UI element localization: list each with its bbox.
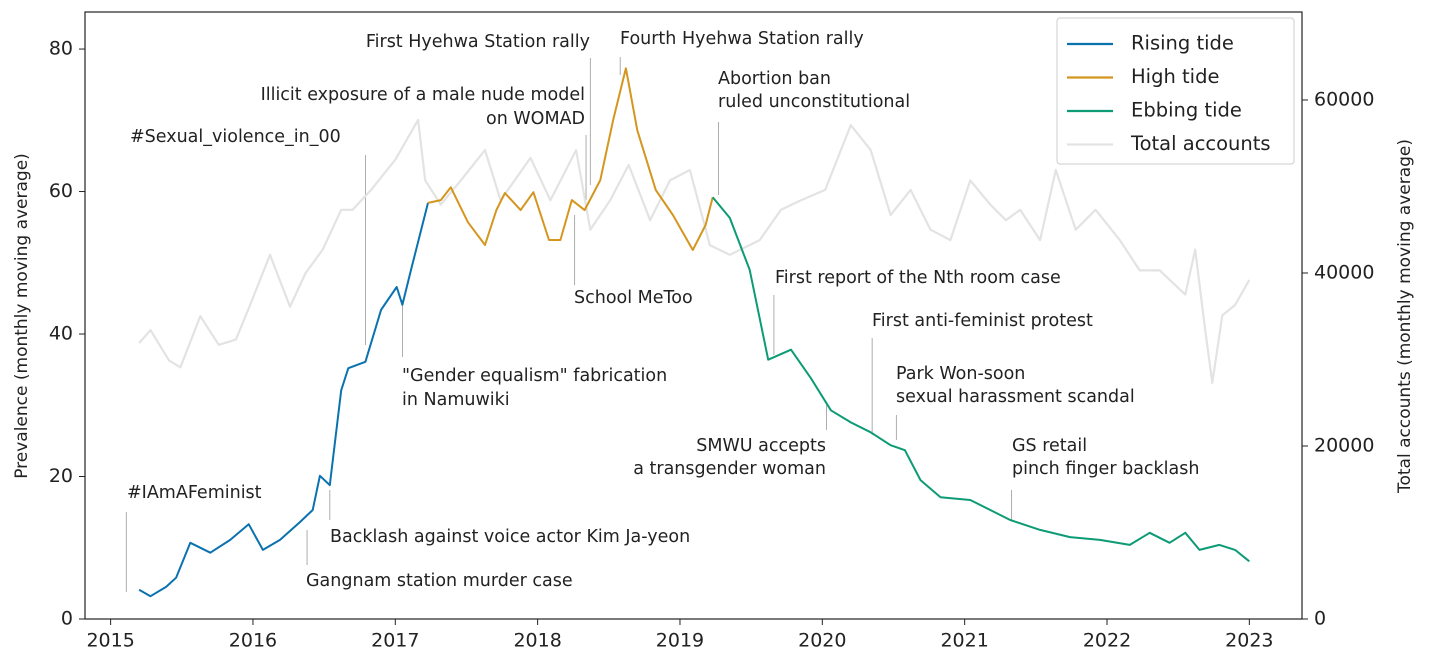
series-line — [711, 196, 1250, 563]
annotation-text: Park Won-soon — [896, 364, 1025, 384]
annotation-text: Abortion ban — [718, 69, 831, 89]
annotation-text: in Namuwiki — [402, 390, 510, 410]
x-tick-label: 2020 — [798, 630, 846, 652]
x-tick-label: 2017 — [371, 630, 419, 652]
legend-label: Ebbing tide — [1131, 99, 1242, 122]
annotation-text: ruled unconstitutional — [718, 92, 910, 112]
legend-label: Rising tide — [1131, 32, 1234, 55]
series-line — [138, 202, 429, 598]
series-line — [427, 67, 714, 251]
annotation-text: on WOMAD — [486, 109, 585, 129]
y2-tick-label: 0 — [1314, 608, 1326, 630]
legend-box — [1056, 17, 1295, 165]
annotation-text: Illicit exposure of a male nude model — [261, 85, 585, 105]
annotation-text: Fourth Hyehwa Station rally — [620, 29, 864, 49]
legend-label: High tide — [1131, 65, 1219, 88]
annotation-text: Gangnam station murder case — [306, 571, 573, 591]
y-tick-label: 60 — [49, 180, 73, 202]
y-tick-label: 80 — [49, 38, 73, 60]
x-tick-label: 2016 — [229, 630, 277, 652]
annotation-text: First Hyehwa Station rally — [366, 32, 590, 52]
annotation-text: First report of the Nth room case — [775, 268, 1061, 288]
annotation-text: Backlash against voice actor Kim Ja-yeon — [330, 527, 690, 547]
annotation-text: pinch finger backlash — [1012, 459, 1199, 479]
x-tick-label: 2022 — [1083, 630, 1131, 652]
annotation-text: "Gender equalism" fabrication — [402, 366, 667, 386]
x-tick-label: 2021 — [940, 630, 988, 652]
annotation-text: GS retail — [1012, 436, 1087, 456]
annotation-text: sexual harassment scandal — [896, 387, 1135, 407]
annotation-text: First anti-feminist protest — [872, 311, 1093, 331]
y-tick-label: 20 — [49, 465, 73, 487]
annotation-text: #Sexual_violence_in_00 — [130, 127, 341, 147]
y2-tick-label: 20000 — [1314, 434, 1374, 456]
annotation-text: SMWU accepts — [696, 436, 826, 456]
y-tick-label: 40 — [49, 323, 73, 345]
x-tick-label: 2018 — [513, 630, 561, 652]
y2-tick-label: 40000 — [1314, 261, 1374, 283]
x-tick-label: 2019 — [656, 630, 704, 652]
y2-axis-label: Total accounts (monthly moving average) — [1395, 139, 1415, 494]
legend-label: Total accounts — [1130, 132, 1271, 155]
x-tick-label: 2015 — [86, 630, 134, 652]
plot-frame — [84, 11, 1303, 620]
y-tick-label: 0 — [61, 608, 73, 630]
annotation-text: #IAmAFeminist — [127, 483, 262, 503]
annotation-text: School MeToo — [574, 288, 693, 308]
series-line — [138, 118, 1251, 384]
y2-tick-label: 60000 — [1314, 88, 1374, 110]
annotation-text: a transgender woman — [633, 459, 826, 479]
y-axis-label: Prevalence (monthly moving average) — [12, 153, 32, 479]
x-tick-label: 2023 — [1225, 630, 1273, 652]
